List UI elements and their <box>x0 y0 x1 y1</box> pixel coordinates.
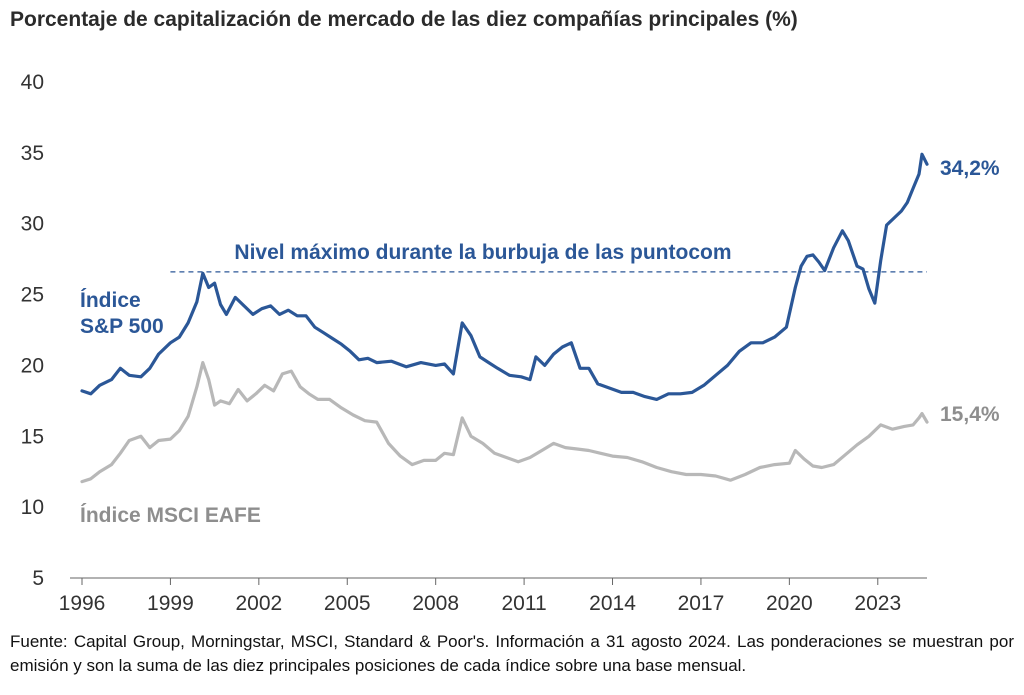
x-tick-label: 2008 <box>412 592 459 615</box>
series-labels: Índice S&P 500 Índice MSCI EAFE 34,2% 15,4% <box>80 157 1000 527</box>
sp500-name-label: Índice S&P 500 <box>80 289 164 338</box>
y-tick-label: 15 <box>21 425 44 448</box>
y-tick-label: 40 <box>21 71 44 94</box>
x-tick-label: 2005 <box>324 592 371 615</box>
y-tick-label: 5 <box>32 567 44 590</box>
x-tick-label: 2023 <box>854 592 901 615</box>
x-axis-ticks: 1996 1999 2002 2005 2008 2011 2014 2017 2020 2023 <box>59 578 901 615</box>
msci-eafe-name-label: Índice MSCI EAFE <box>80 504 261 527</box>
x-tick-label: 2017 <box>678 592 725 615</box>
y-tick-label: 30 <box>21 213 44 236</box>
line-chart: 5 10 15 20 25 30 35 40 1996 1999 2002 2005 2008 2011… <box>21 71 1000 615</box>
y-tick-label: 35 <box>21 142 44 165</box>
chart-title: Porcentaje de capitalización de mercado … <box>10 8 798 31</box>
msci-eafe-series-line <box>80 361 929 484</box>
sp500-series-line <box>80 152 929 401</box>
x-tick-label: 2014 <box>589 592 636 615</box>
y-tick-label: 10 <box>21 496 44 519</box>
x-tick-label: 2002 <box>235 592 282 615</box>
y-tick-label: 25 <box>21 284 44 307</box>
x-tick-label: 2011 <box>502 592 547 615</box>
dotcom-peak-label: Nivel máximo durante la burbuja de las p… <box>234 241 731 264</box>
msci-eafe-end-value-label: 15,4% <box>940 403 1000 426</box>
y-tick-label: 20 <box>21 354 44 377</box>
x-tick-label: 1996 <box>59 592 106 615</box>
series-group <box>80 152 929 484</box>
sp500-end-value-label: 34,2% <box>940 157 1000 180</box>
x-tick-label: 1999 <box>147 592 194 615</box>
y-axis-ticks: 5 10 15 20 25 30 35 40 <box>21 71 44 590</box>
source-footnote: Fuente: Capital Group, Morningstar, MSCI… <box>10 632 1014 675</box>
x-tick-label: 2020 <box>766 592 813 615</box>
